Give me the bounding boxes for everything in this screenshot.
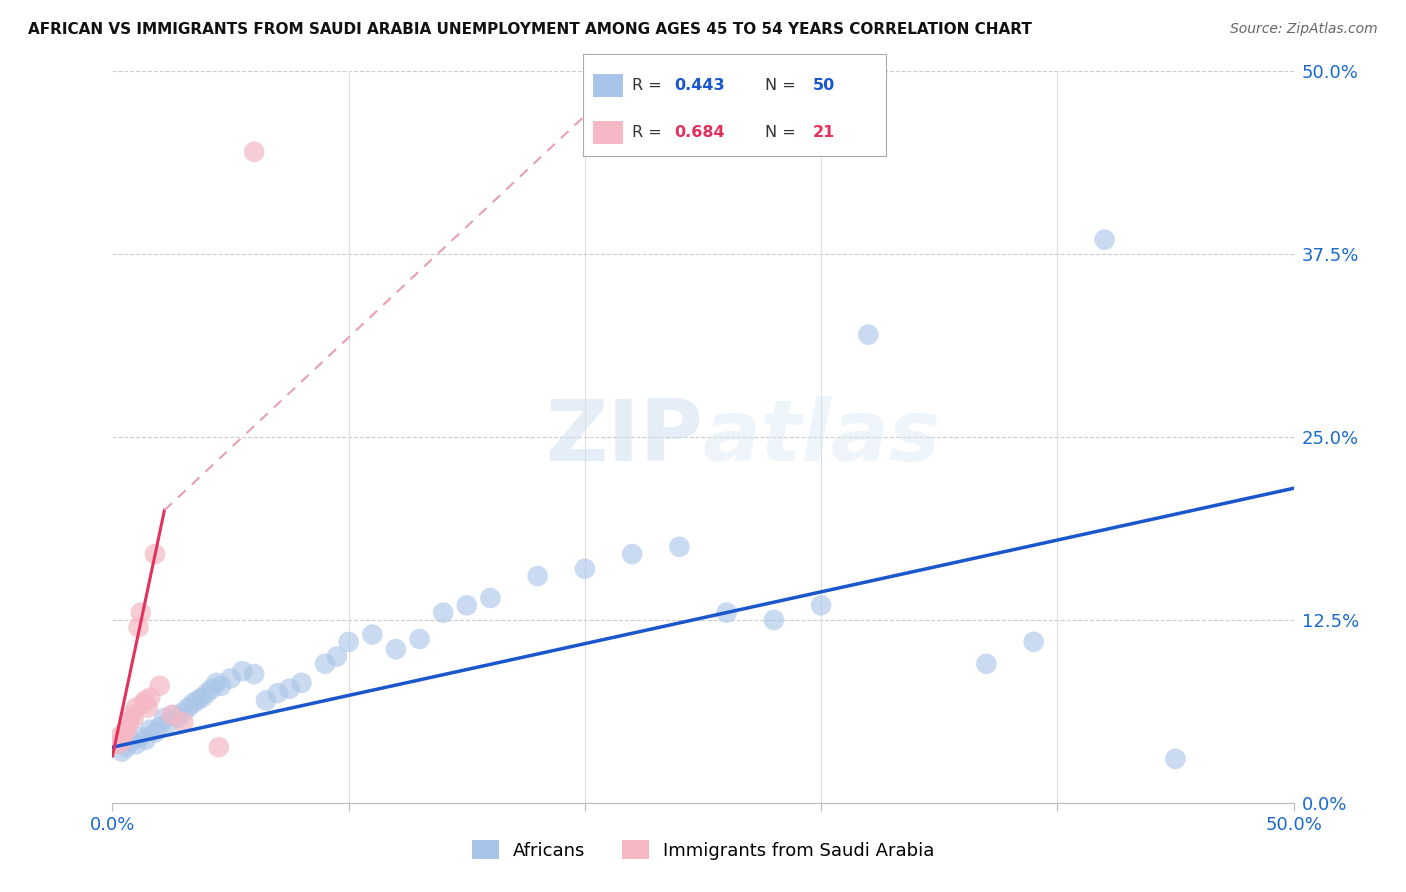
Text: 50: 50: [813, 78, 835, 93]
Text: atlas: atlas: [703, 395, 941, 479]
Point: [314, 657, 336, 671]
Point: [1094, 233, 1116, 247]
Point: [858, 327, 880, 342]
Point: [762, 613, 785, 627]
Point: [186, 693, 208, 707]
Point: [172, 715, 194, 730]
Point: [278, 681, 301, 696]
Point: [111, 745, 134, 759]
Point: [177, 700, 200, 714]
Point: [1164, 752, 1187, 766]
Point: [574, 562, 596, 576]
Point: [112, 725, 135, 739]
Point: [115, 740, 138, 755]
Point: [219, 672, 242, 686]
Point: [385, 642, 408, 657]
Point: [122, 711, 145, 725]
Point: [143, 547, 166, 561]
Point: [290, 676, 312, 690]
Point: [120, 734, 142, 748]
Point: [1022, 635, 1045, 649]
Point: [118, 715, 141, 730]
Point: [337, 635, 360, 649]
Point: [160, 708, 183, 723]
Text: R =: R =: [631, 125, 666, 140]
Point: [157, 715, 180, 730]
Text: 0.443: 0.443: [675, 78, 725, 93]
Point: [163, 708, 186, 723]
Point: [125, 737, 148, 751]
Text: 21: 21: [813, 125, 835, 140]
Point: [479, 591, 502, 605]
Point: [108, 730, 131, 744]
Text: N =: N =: [765, 125, 801, 140]
Point: [167, 711, 190, 725]
Bar: [592, 74, 623, 96]
Point: [132, 696, 155, 710]
Point: [105, 737, 128, 751]
Point: [621, 547, 644, 561]
Point: [149, 679, 172, 693]
Point: [172, 705, 194, 719]
Point: [181, 696, 204, 710]
Text: Source: ZipAtlas.com: Source: ZipAtlas.com: [1230, 22, 1378, 37]
Point: [456, 599, 478, 613]
Point: [231, 664, 253, 678]
Point: [526, 569, 548, 583]
Bar: [592, 121, 623, 144]
Point: [976, 657, 998, 671]
Point: [120, 708, 142, 723]
Point: [143, 725, 166, 739]
Text: AFRICAN VS IMMIGRANTS FROM SAUDI ARABIA UNEMPLOYMENT AMONG AGES 45 TO 54 YEARS C: AFRICAN VS IMMIGRANTS FROM SAUDI ARABIA …: [28, 22, 1032, 37]
Point: [209, 679, 232, 693]
Point: [136, 700, 159, 714]
Point: [127, 620, 149, 634]
Point: [243, 145, 266, 159]
Point: [125, 700, 148, 714]
Point: [111, 734, 134, 748]
Point: [810, 599, 832, 613]
Point: [716, 606, 738, 620]
Point: [153, 711, 176, 725]
Point: [668, 540, 690, 554]
Point: [326, 649, 349, 664]
Point: [191, 690, 214, 705]
Point: [201, 681, 224, 696]
Text: R =: R =: [631, 78, 666, 93]
Point: [408, 632, 430, 646]
Text: 0.684: 0.684: [675, 125, 725, 140]
Point: [139, 690, 162, 705]
Point: [267, 686, 290, 700]
Point: [208, 740, 231, 755]
Point: [149, 720, 172, 734]
Text: ZIP: ZIP: [546, 395, 703, 479]
Point: [135, 693, 157, 707]
Text: N =: N =: [765, 78, 801, 93]
Point: [195, 686, 218, 700]
Point: [361, 627, 384, 641]
Legend: Africans, Immigrants from Saudi Arabia: Africans, Immigrants from Saudi Arabia: [471, 840, 935, 860]
Point: [135, 732, 157, 747]
Point: [205, 676, 228, 690]
Point: [115, 723, 138, 737]
Point: [243, 667, 266, 681]
Point: [129, 606, 152, 620]
Point: [432, 606, 454, 620]
Point: [254, 693, 277, 707]
Point: [139, 723, 162, 737]
Point: [129, 730, 152, 744]
